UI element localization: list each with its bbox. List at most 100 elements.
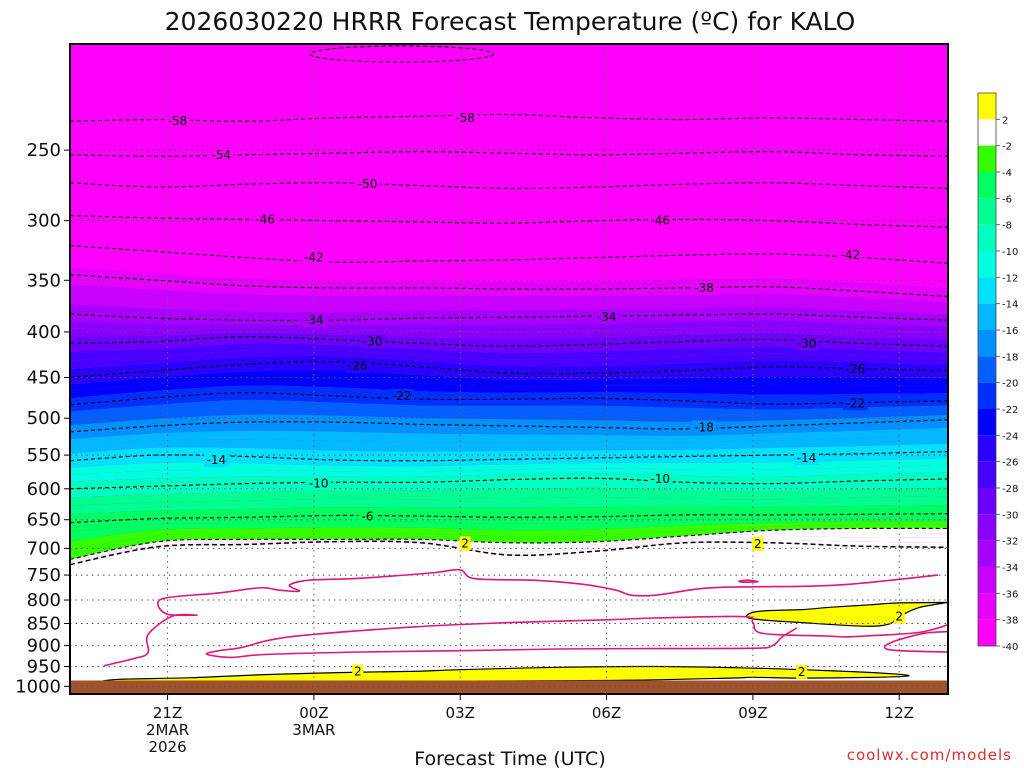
isotherm-label-6: -42 bbox=[304, 251, 324, 265]
isotherm-label-1: -58 bbox=[455, 111, 475, 125]
colorbar-box-15 bbox=[978, 488, 996, 515]
isotherm-line--10 bbox=[70, 477, 948, 490]
isotherm-line--50 bbox=[70, 182, 948, 190]
isotherm-label-bg bbox=[359, 334, 385, 349]
band-fill--50 bbox=[70, 199, 948, 218]
x-tick-label-12Z: 12Z bbox=[885, 704, 914, 722]
band-fill--18 bbox=[70, 427, 948, 447]
band-fill--2 bbox=[70, 528, 948, 561]
band-fill--22 bbox=[70, 392, 948, 412]
colorbar-label-12: -24 bbox=[1002, 431, 1018, 442]
zero-contour-right-pocket bbox=[883, 630, 948, 653]
band-fill--14 bbox=[70, 458, 948, 475]
band-fill--54 bbox=[70, 167, 948, 181]
colorbar-box-6 bbox=[978, 251, 996, 278]
band-fill--42 bbox=[70, 260, 948, 289]
band-fill--26 bbox=[70, 361, 948, 385]
zero-contour-upper-lobe bbox=[103, 568, 939, 667]
x-tick-label-3MAR: 3MAR bbox=[292, 721, 335, 739]
band-fill--34 bbox=[70, 332, 948, 347]
band-fill--54 bbox=[70, 159, 948, 173]
isotherm-line--22 bbox=[70, 392, 948, 406]
isotherm-label-bg bbox=[345, 359, 371, 374]
colorbar-label-18: -36 bbox=[1002, 589, 1018, 600]
band-fill--46 bbox=[70, 230, 948, 255]
isotherm-line--6 bbox=[70, 513, 948, 524]
band-fill--18 bbox=[70, 443, 948, 461]
band-fill--30 bbox=[70, 336, 948, 353]
band-fill--46 bbox=[70, 238, 948, 264]
colorbar-box-17 bbox=[978, 540, 996, 567]
x-tick-label-2026: 2026 bbox=[148, 738, 186, 756]
isotherm-label-7: -42 bbox=[841, 248, 861, 262]
isotherm-line--42 bbox=[70, 245, 948, 264]
isotherm-label-5: -46 bbox=[650, 214, 670, 228]
band-fill--42 bbox=[70, 245, 948, 272]
colorbar-label-3: -6 bbox=[1002, 194, 1012, 205]
colorbar-box-11 bbox=[978, 382, 996, 409]
colorbar-box-12 bbox=[978, 409, 996, 436]
band-fill--18 bbox=[70, 435, 948, 454]
band-fill--58 bbox=[70, 142, 948, 157]
isotherm-label-bg bbox=[352, 664, 364, 679]
colorbar-label-6: -12 bbox=[1002, 273, 1018, 284]
y-tick-label-350: 350 bbox=[27, 270, 61, 291]
band-fill-above-freezing bbox=[70, 541, 948, 694]
colorbar-label-17: -34 bbox=[1002, 563, 1018, 574]
isotherm-label-bg bbox=[837, 248, 863, 263]
isotherm-label-bg bbox=[752, 536, 764, 551]
isotherm-label-bg bbox=[796, 664, 808, 679]
isotherm-label-18: -14 bbox=[207, 453, 227, 467]
colorbar-label-15: -30 bbox=[1002, 510, 1018, 521]
y-tick-label-800: 800 bbox=[27, 590, 61, 611]
band-fill--34 bbox=[70, 314, 948, 327]
x-tick-label-03Z: 03Z bbox=[446, 704, 475, 722]
isotherm-label-2: -54 bbox=[211, 148, 231, 162]
band-fill--14 bbox=[70, 451, 948, 468]
colorbar-box-16 bbox=[978, 514, 996, 541]
isotherm-lobe-top bbox=[309, 45, 495, 63]
x-tick-label-09Z: 09Z bbox=[738, 704, 767, 722]
isotherm-line--2 bbox=[70, 527, 948, 560]
isotherm-label-11: -30 bbox=[363, 334, 383, 348]
isotherm-label-4: -46 bbox=[255, 212, 275, 226]
band-fill--38 bbox=[70, 294, 948, 315]
credit-text[interactable]: coolwx.com/models bbox=[847, 746, 1012, 764]
isotherm-label-15: -22 bbox=[392, 389, 412, 403]
y-tick-label-500: 500 bbox=[27, 408, 61, 429]
colorbar-label-20: -40 bbox=[1002, 642, 1018, 653]
band-fill--54 bbox=[70, 174, 948, 189]
isotherm-label-8: -38 bbox=[694, 281, 714, 295]
colorbar-label-8: -16 bbox=[1002, 326, 1018, 337]
y-tick-label-850: 850 bbox=[27, 613, 61, 634]
band-fill--58 bbox=[70, 133, 948, 148]
band-fill--30 bbox=[70, 355, 948, 378]
isotherm-label-bg bbox=[794, 336, 820, 351]
band-fill--14 bbox=[70, 465, 948, 482]
band-fill--50 bbox=[70, 182, 948, 199]
isotherm-label-27: 2 bbox=[798, 665, 806, 679]
band-fill--6 bbox=[70, 513, 948, 532]
colorbar-box-0 bbox=[978, 93, 996, 120]
isotherm-label-bg bbox=[794, 450, 820, 465]
x-axis-title: Forecast Time (UTC) bbox=[414, 748, 605, 768]
isotherm-label-23: 2 bbox=[461, 536, 469, 550]
chart-title: 2026030220 HRRR Forecast Temperature (ºC… bbox=[165, 7, 856, 36]
isotherm-label-14: -26 bbox=[846, 362, 866, 376]
y-tick-label-400: 400 bbox=[27, 322, 61, 343]
isotherm-label-bg bbox=[355, 177, 381, 192]
colorbar-box-13 bbox=[978, 435, 996, 462]
isotherm-label-bg bbox=[203, 452, 229, 467]
y-tick-label-1000: 1000 bbox=[15, 676, 61, 697]
isotherm-label-bg bbox=[301, 250, 327, 265]
colorbar-box-14 bbox=[978, 461, 996, 488]
y-tick-label-900: 900 bbox=[27, 636, 61, 657]
plot-frame bbox=[69, 43, 949, 695]
x-tick-label-06Z: 06Z bbox=[592, 704, 621, 722]
plot-area: -58 -58 -54 -50 -46 -46 -42 -42 -38 -34 -34 -30 -30 -… bbox=[70, 44, 948, 694]
band-fill--22 bbox=[70, 399, 948, 419]
isotherm-label-25: 2 bbox=[895, 610, 903, 624]
isotherm-line--38 bbox=[70, 274, 948, 298]
band-fill--38 bbox=[70, 284, 948, 309]
isotherm-line--26 bbox=[70, 361, 948, 379]
